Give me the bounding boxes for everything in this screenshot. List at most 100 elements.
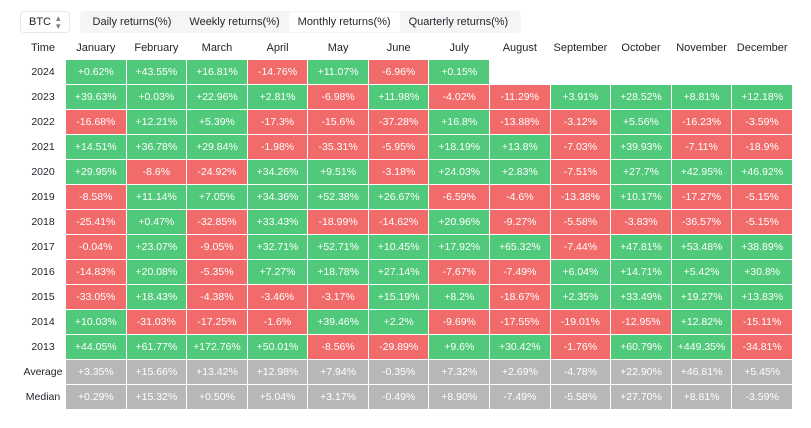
return-cell: -34.81% (732, 335, 792, 359)
return-cell: -5.58% (550, 210, 611, 234)
return-cell: +2.2% (368, 310, 429, 334)
return-cell: +60.79% (611, 335, 671, 359)
return-cell: +2.35% (550, 285, 611, 309)
return-cell: -4.02% (429, 85, 490, 109)
return-cell: +29.84% (187, 135, 247, 159)
table-row: 2016 -14.83% +20.08% -5.35% +7.27% +18.78% +27… (21, 260, 792, 284)
tab-quarterly-returns[interactable]: Quarterly returns(%) (408, 16, 509, 28)
return-cell: -3.17% (308, 285, 368, 309)
year-label: 2021 (21, 135, 65, 159)
summary-cell: +5.45% (732, 360, 792, 384)
return-cell: -16.23% (671, 110, 732, 134)
return-cell: -7.03% (550, 135, 611, 159)
return-cell: +3.91% (550, 85, 611, 109)
return-cell: +24.03% (429, 160, 490, 184)
month-header-july: July (449, 42, 470, 54)
return-cell: +14.51% (66, 135, 126, 159)
summary-cell: -4.78% (550, 360, 611, 384)
return-cell: -3.18% (368, 160, 429, 184)
tab-daily-returns[interactable]: Daily returns(%) (92, 16, 172, 28)
return-cell: +32.71% (247, 235, 308, 259)
return-cell: -1.98% (247, 135, 308, 159)
year-label: 2024 (21, 60, 65, 84)
summary-cell: +7.32% (429, 360, 490, 384)
tab-monthly-returns[interactable]: Monthly returns(%) (288, 12, 400, 32)
return-cell: +5.39% (187, 110, 247, 134)
return-cell: +0.15% (429, 60, 490, 84)
table-header-row: Time January February March April May June Jul… (21, 37, 792, 59)
return-cell: -32.85% (187, 210, 247, 234)
table-row: 2019 -8.58% +11.14% +7.05% +34.36% +52.38% +26… (21, 185, 792, 209)
year-label: 2023 (21, 85, 65, 109)
summary-cell: +12.98% (247, 360, 308, 384)
return-cell: +12.82% (671, 310, 732, 334)
return-cell: +10.45% (368, 235, 429, 259)
return-cell: +0.47% (126, 210, 187, 234)
summary-cell: +2.69% (490, 360, 550, 384)
return-cell: -8.6% (126, 160, 187, 184)
table-body: 2024 +0.62% +43.55% +16.81% -14.76% +11.07% -6… (21, 60, 792, 409)
return-cell: +34.26% (247, 160, 308, 184)
return-cell: -5.35% (187, 260, 247, 284)
return-cell: +11.07% (308, 60, 368, 84)
return-cell: -5.15% (732, 185, 792, 209)
return-cell: +7.05% (187, 185, 247, 209)
return-cell: -18.67% (490, 285, 550, 309)
return-cell: -7.67% (429, 260, 490, 284)
returns-tabs: Daily returns(%) Weekly returns(%) Monthly… (79, 11, 522, 33)
year-label: 2019 (21, 185, 65, 209)
return-cell: +52.71% (308, 235, 368, 259)
return-cell: -13.38% (550, 185, 611, 209)
return-cell: -13.88% (490, 110, 550, 134)
time-header: Time (30, 42, 56, 54)
return-cell: +0.03% (126, 85, 187, 109)
return-cell: -14.83% (66, 260, 126, 284)
table-row: 2021 +14.51% +36.78% +29.84% -1.98% -35.31% -5… (21, 135, 792, 159)
return-cell: -5.95% (368, 135, 429, 159)
return-cell (611, 60, 671, 84)
summary-cell: -7.49% (490, 385, 550, 409)
table-row: 2024 +0.62% +43.55% +16.81% -14.76% +11.07% -6… (21, 60, 792, 84)
return-cell: -11.29% (490, 85, 550, 109)
return-cell (550, 60, 611, 84)
summary-cell: +0.29% (66, 385, 126, 409)
return-cell: -17.25% (187, 310, 247, 334)
return-cell: +18.78% (308, 260, 368, 284)
year-label: 2013 (21, 335, 65, 359)
return-cell: +172.76% (187, 335, 247, 359)
return-cell: -4.6% (490, 185, 550, 209)
return-cell: -4.38% (187, 285, 247, 309)
return-cell: +65.32% (490, 235, 550, 259)
month-header-october: October (621, 42, 661, 54)
return-cell: +27.7% (611, 160, 671, 184)
asset-selector[interactable]: BTC ▴ ▾ (20, 11, 70, 33)
summary-cell: +3.35% (66, 360, 126, 384)
return-cell: +26.67% (368, 185, 429, 209)
return-cell: -33.05% (66, 285, 126, 309)
return-cell: +17.92% (429, 235, 490, 259)
return-cell: -17.3% (247, 110, 308, 134)
return-cell: +20.96% (429, 210, 490, 234)
return-cell: -7.49% (490, 260, 550, 284)
return-cell: +13.8% (490, 135, 550, 159)
return-cell: -3.12% (550, 110, 611, 134)
return-cell: +7.27% (247, 260, 308, 284)
summary-cell: +8.90% (429, 385, 490, 409)
sort-caret-icon: ▴ ▾ (56, 13, 61, 31)
return-cell: +29.95% (66, 160, 126, 184)
summary-cell: -0.49% (368, 385, 429, 409)
return-cell: -7.44% (550, 235, 611, 259)
return-cell: +10.17% (611, 185, 671, 209)
return-cell: -9.27% (490, 210, 550, 234)
table-row: 2013 +44.05% +61.77% +172.76% +50.01% -8.56% -… (21, 335, 792, 359)
return-cell: +42.95% (671, 160, 732, 184)
summary-cell: -0.35% (368, 360, 429, 384)
year-label: 2016 (21, 260, 65, 284)
summary-cell: +13.42% (187, 360, 247, 384)
return-cell: +28.52% (611, 85, 671, 109)
tab-weekly-returns[interactable]: Weekly returns(%) (189, 16, 280, 28)
return-cell: -15.11% (732, 310, 792, 334)
month-header-september: September (553, 42, 608, 54)
year-label: 2020 (21, 160, 65, 184)
return-cell: +15.19% (368, 285, 429, 309)
